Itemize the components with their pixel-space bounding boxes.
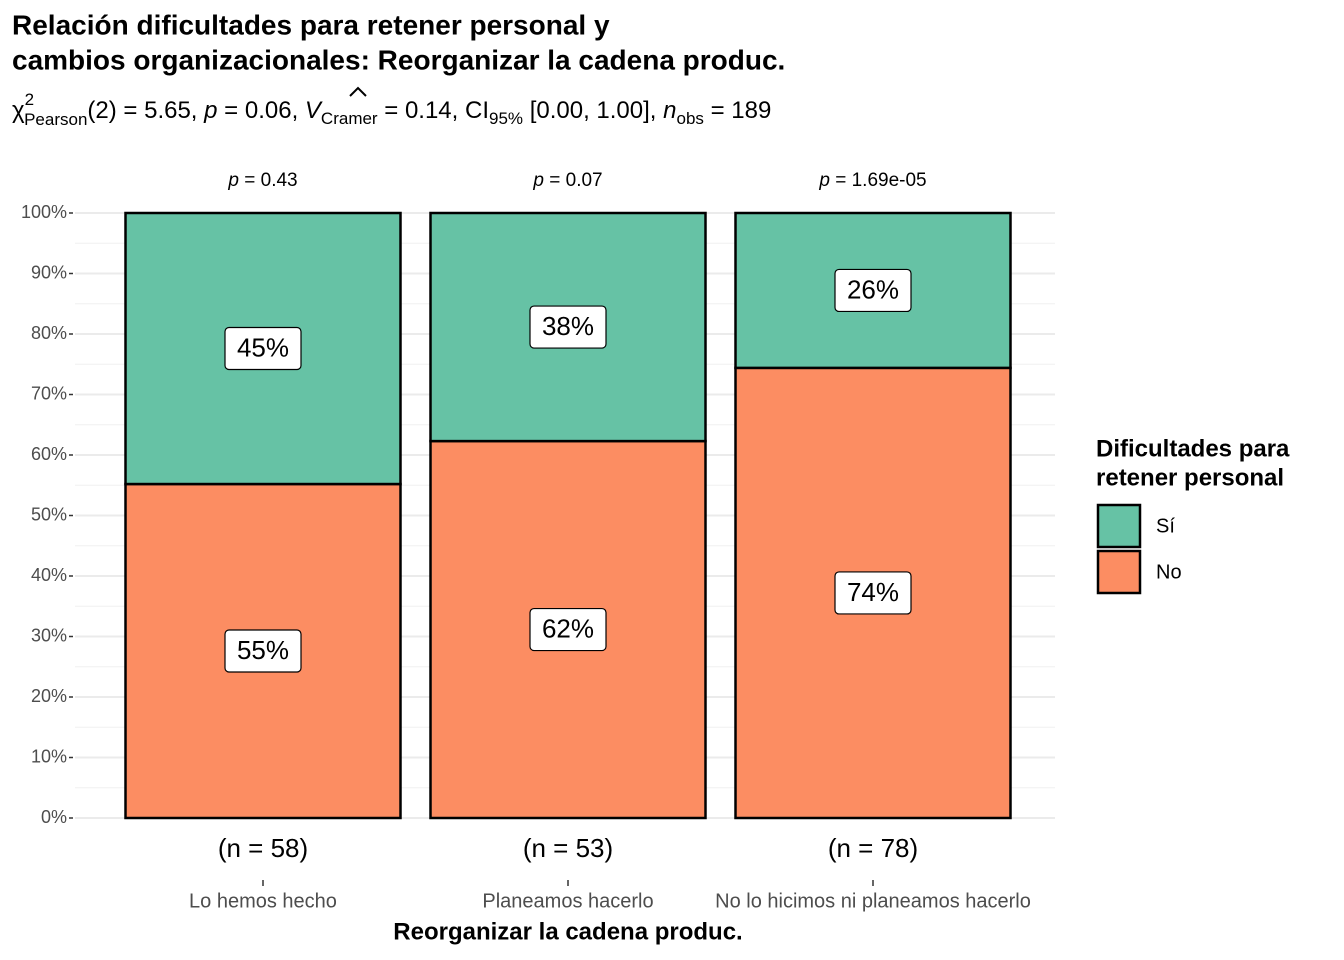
data-label-box xyxy=(834,268,912,313)
chart-title: cambios organizacionales: Reorganizar la… xyxy=(12,44,785,75)
sample-size-label: (n = 58) xyxy=(218,833,308,863)
p-value-annotation: p = 0.07 xyxy=(532,170,602,191)
legend-title: Dificultades para xyxy=(1096,435,1290,462)
annotation-part: p xyxy=(532,170,544,191)
legend-key xyxy=(1096,503,1142,549)
data-label: 45% xyxy=(237,332,289,362)
data-label-box xyxy=(224,629,302,673)
y-tick-label: 20% xyxy=(31,686,67,706)
data-label: 74% xyxy=(847,577,899,607)
data-label: 38% xyxy=(542,311,594,341)
chart-title: Relación dificultades para retener perso… xyxy=(12,9,610,40)
annotation-part: p xyxy=(227,170,239,191)
plot-area xyxy=(69,211,1055,820)
legend-label: Sí xyxy=(1156,515,1175,537)
y-tick-label: 90% xyxy=(31,262,67,282)
legend-key xyxy=(1096,549,1142,595)
y-tick-label: 30% xyxy=(31,625,67,645)
annotation-part: = 1.69e-05 xyxy=(830,170,927,191)
legend-label: No xyxy=(1156,561,1182,583)
y-tick-label: 10% xyxy=(31,746,67,766)
chart-subtitle: χ2 Pearson(2) = 5.65, p = 0.06, VCramer =… xyxy=(12,90,771,129)
data-label-box xyxy=(529,305,607,349)
data-label: 55% xyxy=(237,635,289,665)
data-label-box xyxy=(529,607,607,652)
annotation-part: p xyxy=(818,170,830,191)
annotation-part: = 0.43 xyxy=(239,170,298,191)
x-tick-label: No lo hicimos ni planeamos hacerlo xyxy=(715,890,1031,912)
y-tick-label: 0% xyxy=(41,807,67,827)
x-axis-title: Reorganizar la cadena produc. xyxy=(393,918,742,945)
p-value-annotation: p = 0.43 xyxy=(227,170,297,191)
legend-title: retener personal xyxy=(1096,464,1284,491)
y-tick-label: 80% xyxy=(31,323,67,343)
data-label: 62% xyxy=(542,613,594,643)
hat-symbol xyxy=(349,86,367,97)
p-value-annotation: p = 1.69e-05 xyxy=(818,170,926,191)
annotation-part: = 0.07 xyxy=(544,170,603,191)
y-tick-label: 100% xyxy=(21,202,67,222)
sample-size-label: (n = 78) xyxy=(828,833,918,863)
x-tick-label: Planeamos hacerlo xyxy=(482,890,653,912)
y-tick-label: 60% xyxy=(31,444,67,464)
x-tick-label: Lo hemos hecho xyxy=(189,890,337,912)
y-tick-label: 50% xyxy=(31,504,67,524)
data-label-box xyxy=(224,326,302,371)
y-tick-label: 40% xyxy=(31,565,67,585)
y-tick-label: 70% xyxy=(31,383,67,403)
data-label: 26% xyxy=(847,274,899,304)
sample-size-label: (n = 53) xyxy=(523,833,613,863)
data-label-box xyxy=(834,571,912,615)
